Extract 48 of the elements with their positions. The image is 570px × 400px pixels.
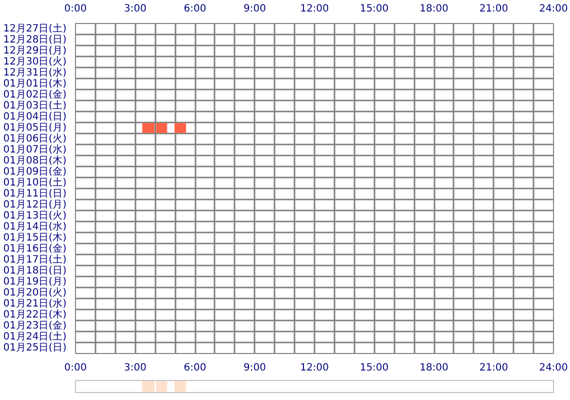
y-tick-label: 01月07日(水) (3, 144, 67, 156)
y-tick-label: 12月31日(水) (3, 66, 67, 78)
x2-tick-label: 21:00 (479, 362, 508, 374)
y-tick-label: 01月21日(水) (3, 298, 67, 310)
x-tick-label: 24:00 (539, 4, 568, 14)
x-tick-label: 0:00 (64, 4, 87, 14)
y-tick-label: 01月12日(月) (3, 200, 67, 210)
y-tick-label: 01月08日(木) (3, 154, 67, 166)
y-tick-label: 01月22日(木) (3, 308, 67, 320)
x2-tick-label: 6:00 (184, 362, 206, 374)
x2-tick-label: 15:00 (360, 362, 389, 374)
x-tick-label: 21:00 (479, 4, 508, 14)
x-tick-label: 18:00 (420, 4, 448, 14)
x2-tick-label: 0:00 (64, 362, 87, 374)
y-tick-label: 01月14日(水) (3, 220, 67, 232)
y-tick-label: 01月01日(木) (3, 78, 67, 90)
y-tick-label: 01月05日(月) (3, 122, 67, 134)
y-tick-label: 01月18日(日) (3, 266, 67, 276)
y-tick-label: 12月30日(火) (3, 56, 67, 68)
x-tick-label: 12:00 (300, 4, 329, 14)
x2-tick-label: 24:00 (539, 362, 568, 374)
y-tick-label: 01月17日(土) (3, 254, 67, 266)
y-tick-label: 01月09日(金) (3, 166, 67, 178)
x2-tick-label: 9:00 (244, 362, 266, 374)
y-tick-label: 12月29日(月) (3, 46, 67, 56)
y-tick-label: 01月11日(日) (3, 188, 67, 200)
y-tick-label: 01月13日(火) (3, 210, 67, 222)
x-tick-label: 9:00 (244, 4, 266, 14)
x2-tick-label: 12:00 (300, 362, 329, 374)
y-tick-label: 01月15日(木) (3, 232, 67, 244)
y-tick-label: 01月24日(土) (3, 330, 67, 342)
y-tick-label: 01月02日(金) (3, 88, 67, 100)
y-tick-label: 01月25日(日) (3, 342, 67, 354)
y-tick-label: 01月10日(土) (3, 176, 67, 188)
x-tick-label: 3:00 (124, 4, 146, 14)
y-tick-label: 01月23日(金) (3, 320, 67, 332)
y-tick-label: 12月28日(日) (3, 34, 67, 46)
y-tick-label: 01月16日(金) (3, 242, 67, 254)
y-tick-label: 01月04日(日) (3, 112, 67, 122)
y-tick-label: 01月03日(土) (3, 100, 67, 112)
x2-tick-label: 18:00 (420, 362, 448, 374)
x2-tick-label: 3:00 (124, 362, 146, 374)
y-tick-label: 01月06日(火) (3, 132, 67, 144)
y-tick-label: 01月19日(月) (3, 276, 67, 288)
y-tick-label: 12月27日(土) (3, 22, 67, 34)
y-tick-label: 01月20日(火) (3, 286, 67, 298)
x-tick-label: 6:00 (184, 4, 206, 14)
x-tick-label: 15:00 (360, 4, 389, 14)
